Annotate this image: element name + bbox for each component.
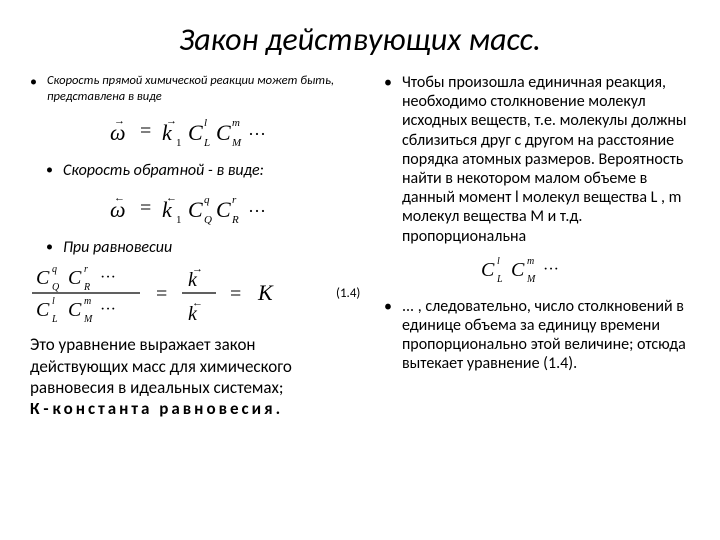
svg-text:k: k: [162, 120, 173, 145]
left-column: • Скорость прямой химической реакции мож…: [30, 73, 370, 419]
svg-text:m: m: [527, 256, 534, 267]
formula-equilibrium: C q Q C r R ··· C l L C m M ··· = →: [30, 262, 370, 324]
svg-text:C: C: [68, 267, 82, 289]
svg-text:···: ···: [248, 124, 266, 144]
svg-text:=: =: [140, 197, 151, 219]
svg-text:M: M: [83, 314, 93, 324]
svg-text:=: =: [140, 120, 151, 142]
page-title: Закон действующих масс.: [30, 20, 690, 59]
svg-text:C: C: [188, 120, 203, 145]
formula-reverse-rate: ← ω = ← k 1 C q Q C r R ···: [30, 187, 370, 232]
svg-text:M: M: [231, 137, 242, 149]
svg-text:L: L: [51, 314, 58, 324]
svg-text:q: q: [52, 264, 57, 275]
right-column: • Чтобы произошла единичная реакция, нео…: [384, 73, 690, 419]
svg-text:r: r: [84, 264, 88, 275]
svg-text:l: l: [52, 296, 55, 307]
svg-text:···: ···: [100, 301, 116, 318]
bullet-3-text: При равновесии: [63, 238, 172, 258]
svg-text:=: =: [156, 283, 167, 305]
svg-text:k: k: [188, 303, 198, 324]
bullet-1-text: Скорость прямой химической реакции может…: [47, 73, 370, 104]
svg-text:R: R: [231, 214, 239, 226]
bullet-dot-icon: •: [46, 238, 53, 258]
svg-text:L: L: [496, 274, 503, 285]
svg-text:=: =: [230, 283, 241, 305]
right-bullet-1: • Чтобы произошла единичная реакция, нео…: [384, 73, 690, 246]
svg-text:M: M: [526, 274, 536, 285]
svg-text:C: C: [68, 299, 82, 321]
svg-text:C: C: [188, 197, 203, 222]
svg-text:···: ···: [543, 261, 559, 278]
svg-text:r: r: [232, 194, 237, 206]
svg-text:K: K: [257, 280, 274, 305]
right-paragraph-1: Чтобы произошла единичная реакция, необх…: [402, 73, 690, 246]
svg-text:C: C: [36, 267, 50, 289]
svg-text:C: C: [216, 120, 231, 145]
svg-text:k: k: [188, 269, 198, 291]
svg-text:Q: Q: [204, 214, 212, 226]
svg-text:···: ···: [248, 201, 266, 221]
right-bullet-2: • ... , следовательно, число столкновени…: [384, 297, 690, 374]
conclusion-line-1: Это уравнение выражает закон: [30, 334, 256, 355]
conclusion-text: Это уравнение выражает закон действующих…: [30, 334, 370, 419]
svg-text:q: q: [204, 194, 210, 206]
two-column-layout: • Скорость прямой химической реакции мож…: [30, 73, 690, 419]
bullet-dot-icon: •: [384, 73, 392, 246]
svg-text:m: m: [232, 117, 240, 129]
svg-text:ω: ω: [110, 197, 126, 222]
conclusion-line-3: равновесия в идеальных системах;: [30, 377, 283, 398]
svg-text:k: k: [162, 197, 173, 222]
conclusion-line-4b: константа равновесия.: [52, 398, 283, 419]
svg-text:Q: Q: [52, 282, 60, 293]
svg-text:l: l: [497, 256, 500, 267]
svg-text:l: l: [204, 117, 207, 129]
bullet-2-text: Скорость обратной - в виде:: [63, 161, 264, 181]
bullet-dot-icon: •: [46, 161, 53, 181]
bullet-1: • Скорость прямой химической реакции мож…: [30, 73, 370, 104]
svg-text:m: m: [84, 296, 91, 307]
bullet-dot-icon: •: [30, 73, 37, 104]
conclusion-line-4a: К -: [30, 398, 52, 419]
bullet-3: • При равновесии: [46, 238, 370, 258]
formula-probability: C l L C m M ···: [384, 252, 690, 291]
svg-text:1: 1: [176, 137, 182, 149]
svg-text:C: C: [511, 259, 525, 281]
svg-text:1: 1: [176, 214, 182, 226]
equation-number: (1.4): [336, 286, 360, 301]
svg-text:C: C: [36, 299, 50, 321]
svg-text:···: ···: [100, 269, 116, 286]
formula-forward-rate: → ω = → k 1 C l L C m M ···: [30, 110, 370, 155]
svg-text:R: R: [83, 282, 90, 293]
bullet-2: • Скорость обратной - в виде:: [46, 161, 370, 181]
svg-text:ω: ω: [110, 120, 126, 145]
bullet-dot-icon: •: [384, 297, 392, 374]
conclusion-line-2: действующих масс для химического: [30, 356, 292, 377]
svg-text:L: L: [203, 137, 210, 149]
right-paragraph-2: ... , следовательно, число столкновений …: [402, 297, 690, 374]
svg-text:C: C: [216, 197, 231, 222]
svg-text:C: C: [481, 259, 495, 281]
